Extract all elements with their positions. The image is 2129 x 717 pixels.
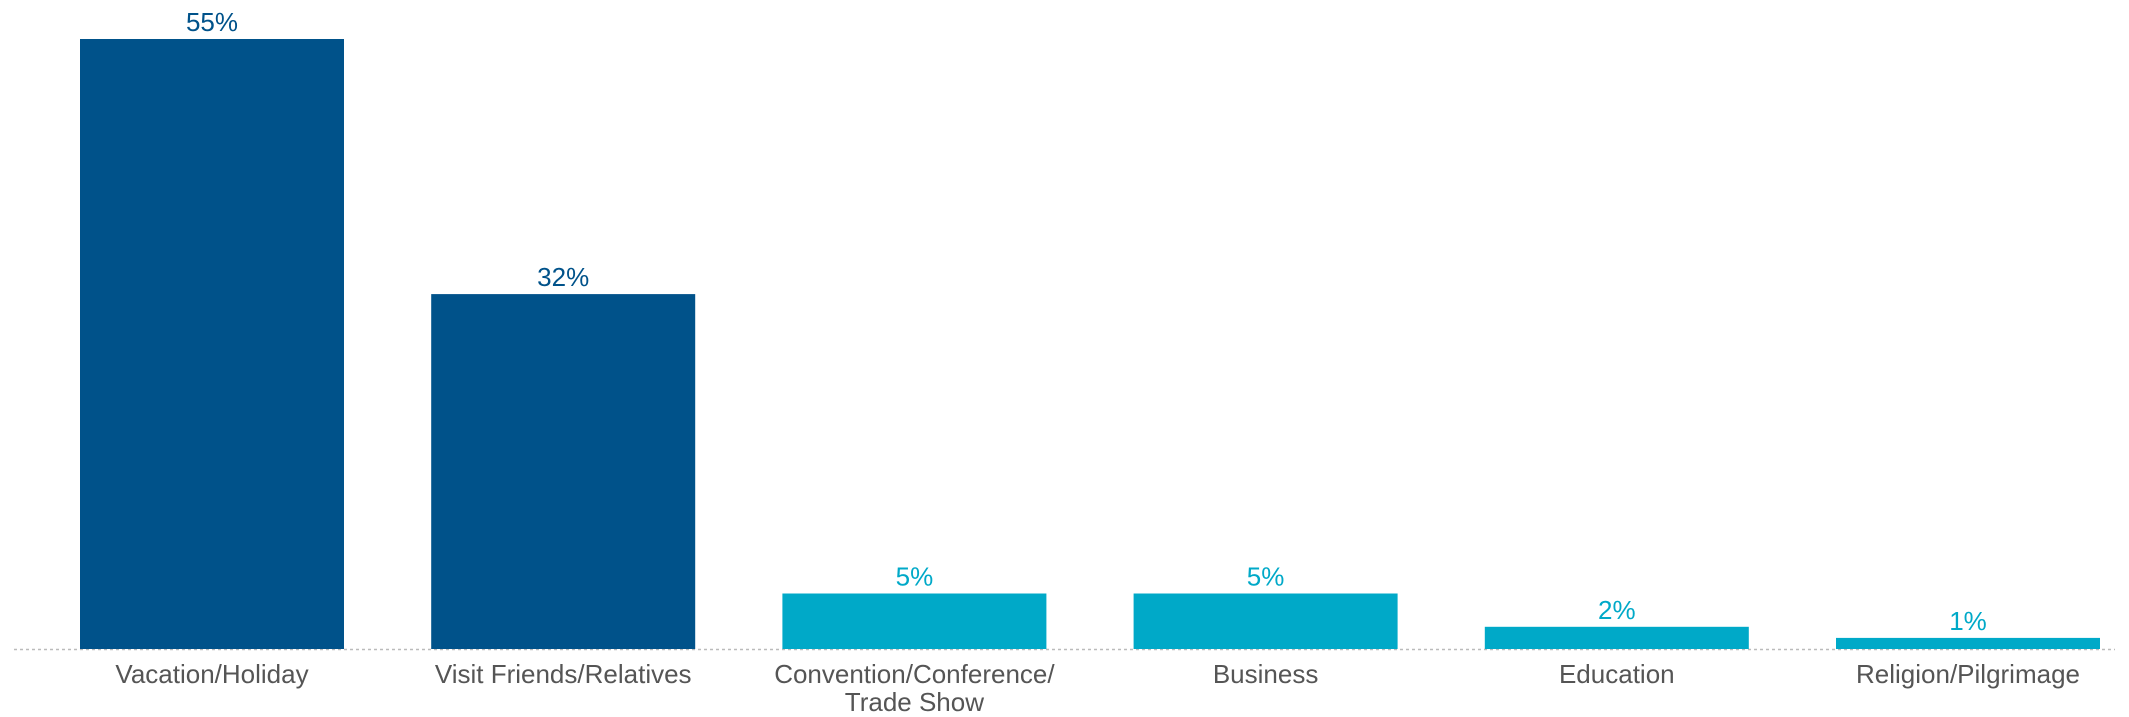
data-label-2: 32% [537,262,589,292]
category-label-line: Trade Show [845,687,984,717]
data-label-1: 55% [186,7,238,37]
bar-6 [1836,637,2100,649]
category-label-line: Business [1213,659,1319,689]
bar-3 [782,593,1047,649]
bar-4 [1133,593,1398,649]
category-label-2: Visit Friends/Relatives [435,659,692,689]
category-label-line: Convention/Conference/ [774,659,1055,689]
category-label-line: Visit Friends/Relatives [435,659,692,689]
data-label-6: 1% [1949,606,1987,636]
category-labels: Vacation/Holiday Visit Friends/Relatives C… [115,659,2080,717]
category-label-3: Convention/Conference/Trade Show [774,659,1055,717]
category-label-line: Vacation/Holiday [115,659,308,689]
data-label-3: 5% [896,562,934,592]
category-label-6: Religion/Pilgrimage [1856,659,2080,689]
data-labels: 55% 32% 5% 5% 2% 1% [186,7,1987,636]
category-label-line: Religion/Pilgrimage [1856,659,2080,689]
bar-5 [1484,626,1749,649]
bar-series [80,39,2100,649]
category-label-4: Business [1213,659,1319,689]
data-label-5: 2% [1598,595,1636,625]
category-label-line: Education [1559,659,1675,689]
bar-2 [431,294,696,649]
data-label-4: 5% [1247,562,1285,592]
category-label-5: Education [1559,659,1675,689]
bar-1 [80,39,344,649]
category-label-1: Vacation/Holiday [115,659,308,689]
